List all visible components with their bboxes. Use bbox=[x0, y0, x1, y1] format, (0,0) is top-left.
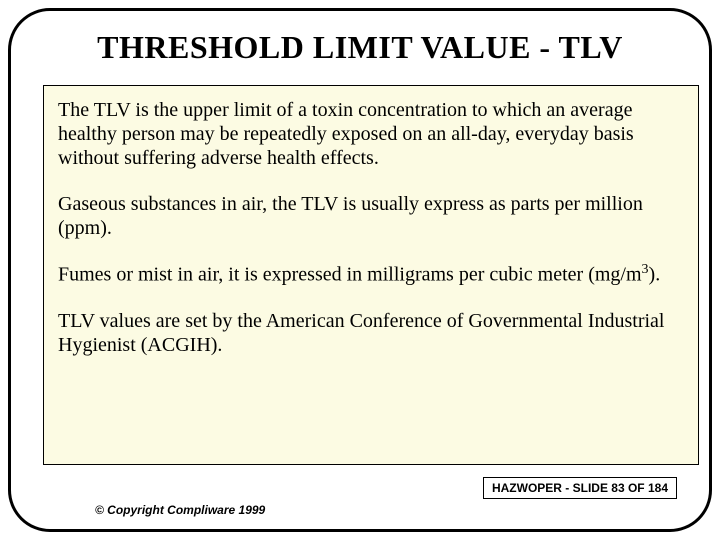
paragraph-3: Fumes or mist in air, it is expressed in… bbox=[58, 262, 684, 287]
slide-title: THRESHOLD LIMIT VALUE - TLV bbox=[11, 29, 709, 66]
copyright-text: © Copyright Compliware 1999 bbox=[95, 503, 265, 517]
paragraph-1: The TLV is the upper limit of a toxin co… bbox=[58, 98, 684, 170]
slide-counter: HAZWOPER - SLIDE 83 OF 184 bbox=[483, 477, 677, 499]
paragraph-2: Gaseous substances in air, the TLV is us… bbox=[58, 192, 684, 240]
superscript-3: 3 bbox=[642, 262, 649, 277]
paragraph-3-post: ). bbox=[649, 264, 661, 286]
paragraph-4: TLV values are set by the American Confe… bbox=[58, 309, 684, 357]
paragraph-3-pre: Fumes or mist in air, it is expressed in… bbox=[58, 264, 642, 286]
content-box: The TLV is the upper limit of a toxin co… bbox=[43, 85, 699, 465]
slide-frame: THRESHOLD LIMIT VALUE - TLV The TLV is t… bbox=[8, 8, 712, 532]
